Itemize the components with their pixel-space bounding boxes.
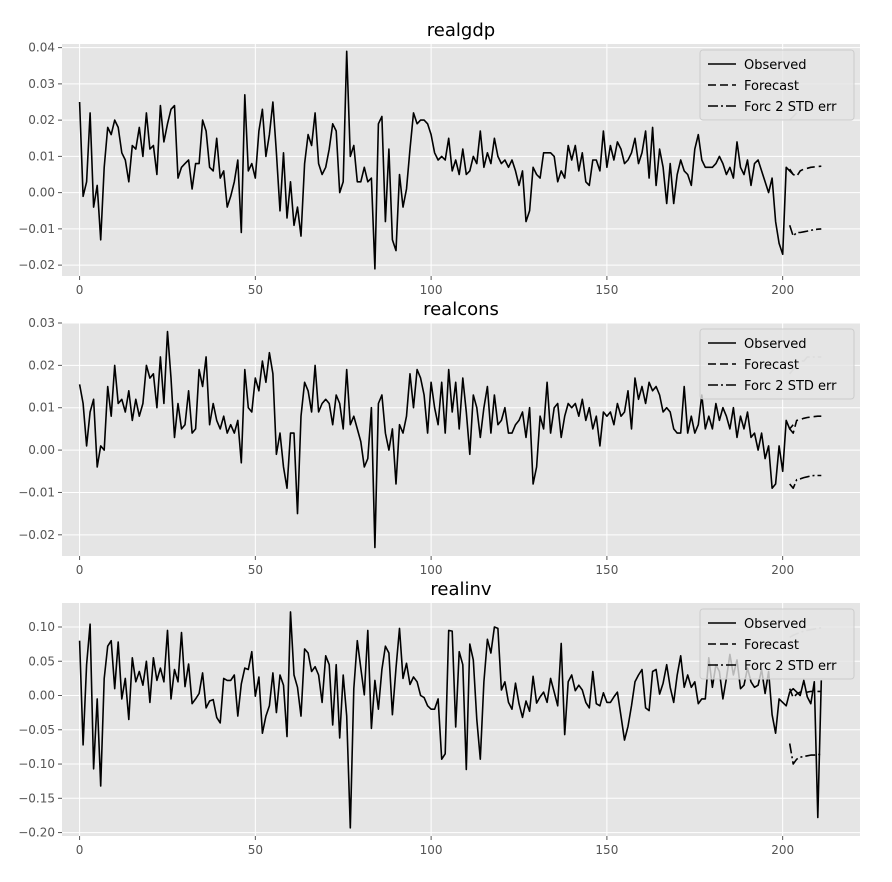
x-tick-label: 0 bbox=[76, 563, 84, 577]
y-tick-label: −0.02 bbox=[18, 528, 55, 542]
series-line-solid bbox=[78, 330, 794, 549]
legend-entry-label: Forc 2 STD err bbox=[744, 100, 837, 115]
plot-title: realgdp bbox=[427, 20, 495, 41]
legend-entry-label: Forecast bbox=[744, 358, 799, 373]
y-tick-label: 0.02 bbox=[28, 113, 55, 127]
legend-box bbox=[699, 328, 855, 400]
series-line-dashdot bbox=[789, 474, 822, 490]
series-line-dashed bbox=[789, 415, 822, 434]
x-tick-label: 0 bbox=[76, 843, 84, 857]
x-tick-label: 50 bbox=[248, 843, 263, 857]
y-tick-label: 0.01 bbox=[28, 401, 55, 415]
legend-entry-label: Observed bbox=[744, 337, 807, 352]
y-tick-label: 0.01 bbox=[28, 149, 55, 163]
series-line-solid bbox=[78, 50, 794, 270]
x-tick-label: 50 bbox=[248, 563, 263, 577]
plot-title: realcons bbox=[423, 299, 499, 320]
legend: Observed Forecast Forc 2 STD err bbox=[699, 49, 855, 121]
legend-box bbox=[699, 608, 855, 680]
y-tick-label: 0.05 bbox=[28, 654, 55, 668]
y-tick-label: 0.00 bbox=[28, 443, 55, 457]
legend-entry-label: Observed bbox=[744, 617, 807, 632]
legend-entry-label: Forc 2 STD err bbox=[744, 379, 837, 394]
x-tick-label: 100 bbox=[420, 843, 443, 857]
x-tick-label: 0 bbox=[76, 283, 84, 297]
legend-entry-label: Forc 2 STD err bbox=[744, 659, 837, 674]
legend-entry-label: Observed bbox=[744, 58, 807, 73]
series-line-dashdot bbox=[788, 743, 822, 765]
plot-title: realinv bbox=[430, 579, 492, 600]
y-tick-label: 0.03 bbox=[28, 316, 55, 330]
y-tick-label: −0.15 bbox=[18, 791, 55, 805]
x-tick-label: 200 bbox=[771, 563, 794, 577]
x-tick-label: 150 bbox=[595, 843, 618, 857]
y-tick-label: −0.10 bbox=[18, 757, 55, 771]
legend: Observed Forecast Forc 2 STD err bbox=[699, 608, 855, 680]
y-tick-label: −0.20 bbox=[18, 826, 55, 840]
legend-entry-label: Forecast bbox=[744, 638, 799, 653]
x-tick-label: 200 bbox=[771, 283, 794, 297]
x-tick-label: 200 bbox=[771, 843, 794, 857]
series-line-dashed bbox=[788, 688, 822, 699]
y-tick-label: 0.00 bbox=[28, 689, 55, 703]
y-tick-label: −0.01 bbox=[18, 485, 55, 499]
y-tick-label: 0.04 bbox=[28, 41, 55, 55]
x-tick-label: 150 bbox=[595, 283, 618, 297]
x-tick-label: 150 bbox=[595, 563, 618, 577]
x-tick-label: 100 bbox=[420, 563, 443, 577]
y-tick-label: −0.02 bbox=[18, 258, 55, 272]
subplot-realinv: 0 50 100 150 200 −0.20 −0.15 −0.10 −0.05 0.00 0.05… bbox=[18, 579, 860, 857]
y-tick-label: −0.05 bbox=[18, 723, 55, 737]
subplot-realcons: 0 50 100 150 200 −0.02 −0.01 0.00 0.01 0.02 0.03 re… bbox=[18, 299, 860, 577]
x-tick-label: 50 bbox=[248, 283, 263, 297]
series-line-dashdot bbox=[788, 225, 822, 237]
y-tick-label: −0.01 bbox=[18, 222, 55, 236]
legend-entry-label: Forecast bbox=[744, 79, 799, 94]
y-tick-label: 0.10 bbox=[28, 620, 55, 634]
legend-box bbox=[699, 49, 855, 121]
subplot-realgdp: 0 50 100 150 200 −0.02 −0.01 0.00 0.01 0.02 0.03 0.… bbox=[18, 20, 860, 297]
y-tick-label: 0.02 bbox=[28, 358, 55, 372]
x-tick-label: 100 bbox=[420, 283, 443, 297]
legend: Observed Forecast Forc 2 STD err bbox=[699, 328, 855, 400]
series-line-solid bbox=[78, 611, 823, 829]
y-tick-label: 0.00 bbox=[28, 186, 55, 200]
y-tick-label: 0.03 bbox=[28, 77, 55, 91]
